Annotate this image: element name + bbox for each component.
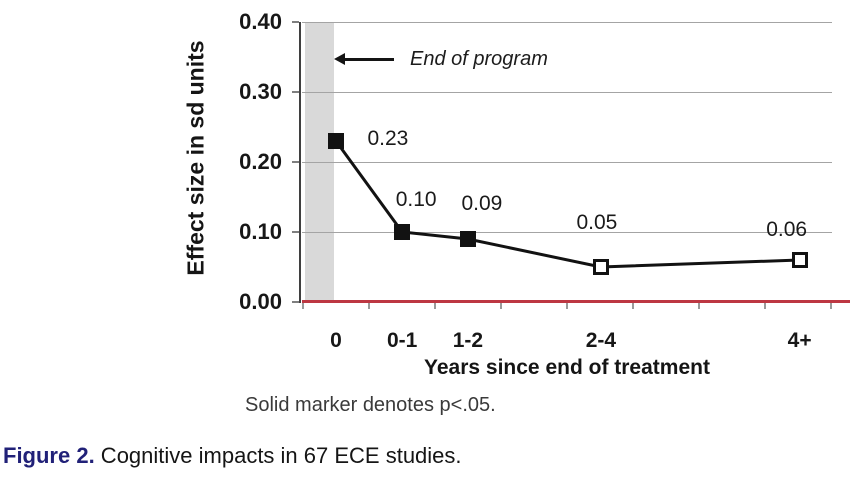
y-axis-line bbox=[299, 22, 301, 303]
x-axis-tick bbox=[764, 302, 767, 309]
data-marker-open bbox=[791, 252, 808, 268]
x-axis-tick bbox=[566, 302, 568, 309]
gridline bbox=[302, 91, 832, 93]
marker-note: Solid marker denotes p<.05. bbox=[245, 394, 496, 416]
caption-label: Figure 2. bbox=[3, 443, 95, 468]
data-marker-solid bbox=[327, 133, 344, 149]
y-axis-title: Effect size in sd units bbox=[182, 40, 209, 276]
data-label: 0.23 bbox=[367, 127, 409, 150]
y-tick-label: 0.20 bbox=[239, 149, 282, 174]
x-axis-tick bbox=[697, 302, 700, 309]
x-axis-tick bbox=[434, 302, 437, 309]
y-tick-label: 0.00 bbox=[239, 289, 282, 314]
plot-area: End of program 0.23 0.10 0.09 0.05 0.06 bbox=[302, 21, 850, 309]
data-label: 0.06 bbox=[766, 218, 808, 241]
y-axis-tick bbox=[292, 301, 299, 303]
zero-line bbox=[302, 300, 850, 303]
x-tick-label: 2-4 bbox=[585, 329, 617, 352]
gridline bbox=[302, 231, 832, 233]
effect-size-line bbox=[334, 140, 800, 269]
x-tick-label: 4+ bbox=[787, 329, 812, 352]
x-tick-label: 0 bbox=[330, 329, 342, 352]
data-label: 0.10 bbox=[395, 188, 437, 211]
data-marker-solid bbox=[459, 231, 476, 247]
y-tick-label: 0.40 bbox=[239, 9, 282, 34]
figure-caption: Figure 2. Cognitive impacts in 67 ECE st… bbox=[3, 443, 462, 469]
data-label: 0.05 bbox=[576, 211, 618, 234]
x-tick-label: 0-1 bbox=[386, 329, 418, 352]
x-axis-tick bbox=[632, 302, 635, 309]
gridline bbox=[302, 21, 832, 23]
y-axis-tick bbox=[292, 21, 299, 23]
left-arrow-icon bbox=[344, 58, 394, 61]
caption-text: Cognitive impacts in 67 ECE studies. bbox=[94, 443, 462, 468]
y-tick-label: 0.10 bbox=[239, 219, 282, 244]
x-axis-tick bbox=[302, 302, 305, 309]
left-arrow-head-icon bbox=[334, 53, 345, 65]
y-axis-tick bbox=[292, 91, 299, 93]
x-tick-label: 1-2 bbox=[452, 329, 484, 352]
x-axis-tick bbox=[367, 302, 370, 309]
x-axis-tick bbox=[499, 302, 502, 309]
annotation-text: End of program bbox=[410, 48, 548, 70]
data-marker-open bbox=[592, 259, 609, 275]
gridline bbox=[302, 161, 832, 163]
data-marker-solid bbox=[394, 224, 411, 240]
y-axis-tick bbox=[292, 161, 299, 163]
y-axis-tick bbox=[292, 231, 299, 233]
y-tick-label: 0.30 bbox=[239, 79, 282, 104]
x-axis-tick bbox=[829, 302, 832, 309]
data-label: 0.09 bbox=[461, 192, 503, 215]
x-axis-title: Years since end of treatment bbox=[424, 356, 710, 379]
